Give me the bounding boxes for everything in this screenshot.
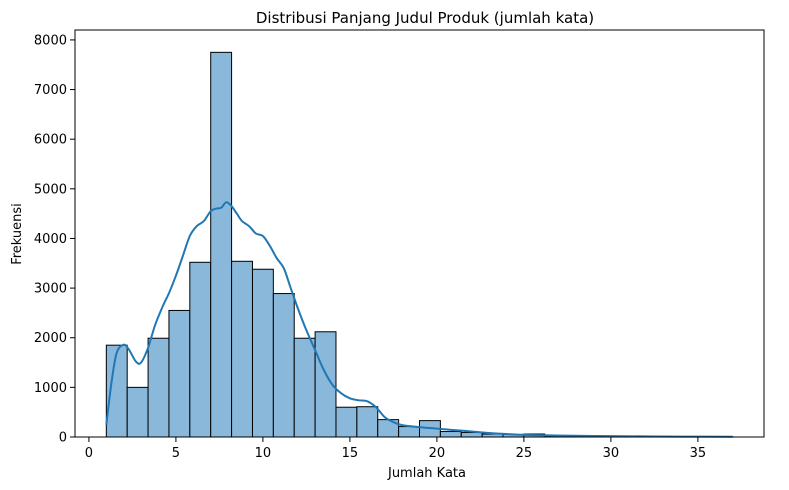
histogram-bars (105, 51, 734, 438)
x-tick-label: 10 (255, 446, 272, 461)
histogram-bar (231, 260, 253, 438)
plot-frame (74, 29, 765, 438)
x-tick-label: 25 (516, 446, 533, 461)
histogram-bar (335, 406, 358, 438)
histogram-bar (460, 432, 483, 438)
y-tick-label: 5000 (34, 182, 67, 197)
y-tick-label: 8000 (34, 33, 67, 48)
y-tick-label: 3000 (34, 282, 67, 297)
histogram-bar (168, 309, 191, 438)
histogram-bar (147, 337, 170, 438)
histogram-bar (272, 293, 295, 438)
x-axis: 0 5 10 15 20 25 30 35 (85, 437, 706, 461)
histogram-bar (356, 406, 379, 438)
histogram-bar (210, 51, 233, 438)
kde-curve (105, 201, 733, 438)
chart-title: Distribusi Panjang Judul Produk (jumlah … (256, 9, 594, 27)
x-tick-label: 15 (342, 446, 359, 461)
x-tick-label: 35 (690, 446, 707, 461)
histogram-bar (293, 337, 316, 438)
y-tick-label: 2000 (34, 331, 67, 346)
x-tick-label: 30 (603, 446, 620, 461)
y-tick-label: 6000 (34, 133, 67, 148)
x-tick-label: 5 (172, 446, 180, 461)
histogram-bar (126, 386, 149, 438)
y-tick-label: 1000 (34, 381, 67, 396)
y-axis: 0 1000 2000 3000 4000 5000 6000 7000 8000 (34, 33, 75, 446)
histogram-bar (398, 426, 421, 438)
y-tick-label: 7000 (34, 83, 67, 98)
histogram-bar (189, 261, 212, 438)
x-tick-label: 0 (85, 446, 93, 461)
y-tick-label: 0 (59, 431, 67, 446)
histogram-bar (251, 268, 274, 438)
x-tick-label: 20 (429, 446, 446, 461)
x-axis-label: Jumlah Kata (387, 466, 466, 481)
histogram-bar (439, 431, 462, 438)
y-axis-label: Frekuensi (10, 203, 25, 265)
y-tick-label: 4000 (34, 232, 67, 247)
